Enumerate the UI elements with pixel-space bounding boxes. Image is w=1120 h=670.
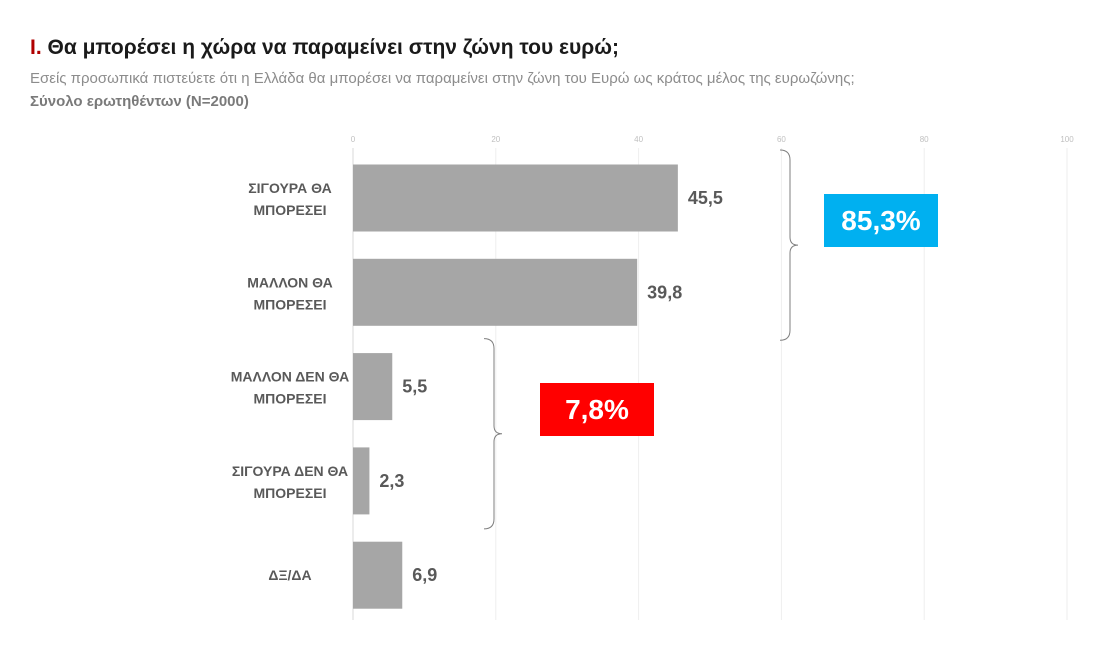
title-number: I. bbox=[30, 36, 42, 59]
x-tick-label: 80 bbox=[920, 135, 929, 144]
x-tick-label: 60 bbox=[777, 135, 786, 144]
chart-subtitle: Εσείς προσωπικά πιστεύετε ότι η Ελλάδα θ… bbox=[30, 70, 855, 87]
x-tick-label: 100 bbox=[1060, 135, 1074, 144]
category-label: ΣΙΓΟΥΡΑ ΔΕΝ ΘΑ ΜΠΟΡΕΣΕΙ bbox=[232, 463, 348, 501]
category-label: ΔΞ/ΔΑ bbox=[268, 567, 311, 583]
category-label: ΜΑΛΛΟΝ ΘΑ ΜΠΟΡΕΣΕΙ bbox=[247, 274, 333, 312]
data-label: 39,8 bbox=[647, 282, 682, 302]
bar bbox=[353, 447, 370, 515]
data-label: 45,5 bbox=[688, 188, 723, 208]
x-tick-label: 40 bbox=[634, 135, 643, 144]
bar bbox=[353, 164, 678, 232]
data-label: 2,3 bbox=[379, 471, 404, 491]
sample-base: Σύνολο ερωτηθέντων (N=2000) bbox=[30, 93, 249, 110]
bar bbox=[353, 353, 393, 421]
group-brace bbox=[483, 338, 503, 530]
x-tick-label: 20 bbox=[491, 135, 500, 144]
data-label: 5,5 bbox=[402, 377, 427, 397]
title-text: Θα μπορέσει η χώρα να παραμείνει στην ζώ… bbox=[41, 36, 619, 59]
data-label: 6,9 bbox=[412, 565, 437, 585]
bar bbox=[353, 541, 403, 609]
category-label: ΜΑΛΛΟΝ ΔΕΝ ΘΑ ΜΠΟΡΕΣΕΙ bbox=[231, 369, 349, 407]
chart-title: I. Θα μπορέσει η χώρα να παραμείνει στην… bbox=[30, 36, 619, 60]
x-tick-label: 0 bbox=[351, 135, 356, 144]
negative-total-badge: 7,8% bbox=[540, 383, 654, 436]
positive-total-badge: 85,3% bbox=[824, 194, 938, 247]
bar bbox=[353, 258, 638, 326]
group-brace bbox=[779, 149, 799, 341]
category-label: ΣΙΓΟΥΡΑ ΘΑ ΜΠΟΡΕΣΕΙ bbox=[248, 180, 331, 218]
